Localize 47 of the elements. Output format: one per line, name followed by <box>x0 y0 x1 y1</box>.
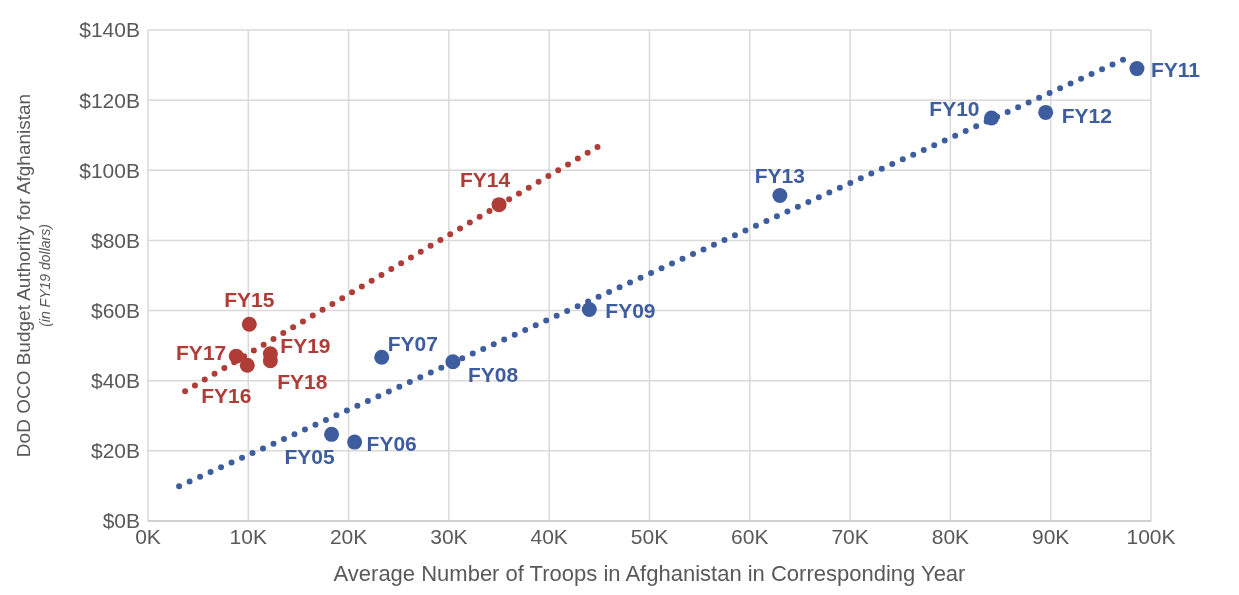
annotation: FY06 <box>366 431 417 455</box>
y-tick-label: $80B <box>90 228 140 252</box>
point <box>491 197 507 213</box>
x-axis-title: Average Number of Troops in Afghanistan in Corresponding Year <box>333 561 966 586</box>
y-tick-label: $100B <box>79 158 140 182</box>
annotation: FY07 <box>387 331 438 355</box>
point <box>241 316 257 332</box>
annotation: FY11 <box>1150 58 1201 82</box>
annotation: FY10 <box>929 96 980 120</box>
x-tick-label: 50K <box>630 524 669 548</box>
x-tick-label: 70K <box>831 524 869 548</box>
x-tick-label: 20K <box>329 524 368 548</box>
annotation: FY19 <box>280 334 331 358</box>
y-tick-label: $140B <box>79 18 140 42</box>
point <box>324 426 340 442</box>
point <box>239 357 255 373</box>
x-tick-label: 10K <box>229 524 267 548</box>
annotation: FY18 <box>277 370 328 394</box>
annotation: FY08 <box>467 363 519 387</box>
point <box>1038 104 1054 120</box>
x-tick-label: 100K <box>1126 524 1176 548</box>
annotation: FY14 <box>459 168 511 192</box>
x-tick-label: 40K <box>530 524 568 548</box>
x-tick-label: 60K <box>731 524 769 548</box>
y-tick-label: $40B <box>90 369 140 393</box>
y-tick-label: $120B <box>79 88 140 112</box>
annotation: FY16 <box>201 383 252 407</box>
point <box>1129 61 1145 77</box>
x-tick-label: 30K <box>430 524 468 548</box>
annotation: FY12 <box>1061 103 1112 127</box>
x-tick-label: 80K <box>931 524 970 548</box>
annotation: FY09 <box>605 299 656 323</box>
x-tick-label: 90K <box>1032 524 1070 548</box>
point <box>374 349 390 365</box>
y-tick-label: $60B <box>90 299 140 323</box>
point <box>581 302 597 318</box>
point <box>347 434 363 450</box>
y-tick-label: $20B <box>90 439 140 463</box>
point <box>984 110 1000 126</box>
annotation: FY13 <box>754 164 805 188</box>
point <box>445 354 461 370</box>
point <box>228 348 244 364</box>
annotation: FY17 <box>176 340 227 364</box>
annotation: FY05 <box>284 444 335 468</box>
y-axis-title: DoD OCO Budget Authority for Afghanistan (in FY19 dollars) <box>13 93 53 458</box>
annotation: FY15 <box>224 287 275 311</box>
point <box>772 188 788 204</box>
